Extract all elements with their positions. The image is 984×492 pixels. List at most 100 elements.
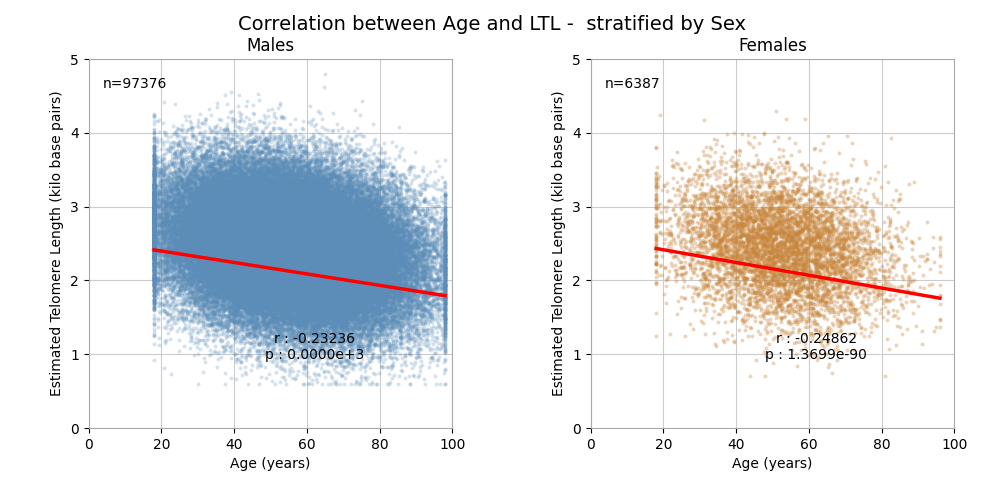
Point	[380, 221, 396, 229]
Point	[291, 232, 307, 240]
Point	[330, 275, 345, 282]
Point	[196, 242, 212, 249]
Point	[294, 235, 310, 243]
Point	[366, 328, 382, 336]
Point	[194, 286, 210, 294]
Point	[173, 261, 189, 269]
Point	[220, 219, 236, 227]
Point	[326, 238, 341, 246]
Point	[158, 187, 174, 195]
Point	[291, 200, 307, 208]
Point	[411, 302, 427, 310]
Point	[866, 293, 882, 301]
Point	[332, 215, 347, 223]
Point	[798, 319, 814, 327]
Point	[147, 233, 162, 241]
Point	[201, 216, 216, 224]
Point	[253, 252, 269, 260]
Point	[296, 248, 312, 256]
Point	[184, 196, 200, 204]
Point	[813, 261, 829, 269]
Point	[377, 162, 393, 170]
Point	[302, 275, 318, 282]
Point	[399, 304, 414, 311]
Point	[232, 292, 248, 300]
Point	[346, 325, 362, 333]
Point	[371, 293, 387, 301]
Point	[321, 285, 337, 293]
Point	[782, 251, 798, 259]
Point	[291, 243, 307, 250]
Point	[301, 243, 317, 251]
Point	[288, 225, 304, 233]
Point	[276, 219, 291, 227]
Point	[292, 218, 308, 226]
Point	[802, 206, 818, 214]
Point	[255, 191, 271, 199]
Point	[849, 230, 865, 238]
Point	[276, 263, 291, 271]
Point	[256, 246, 272, 254]
Point	[349, 252, 365, 260]
Point	[220, 255, 236, 263]
Point	[203, 255, 218, 263]
Point	[302, 258, 318, 266]
Point	[264, 245, 279, 252]
Point	[296, 300, 312, 308]
Point	[325, 262, 340, 270]
Point	[302, 224, 318, 232]
Point	[437, 292, 453, 300]
Point	[301, 201, 317, 209]
Point	[183, 280, 199, 288]
Point	[322, 253, 338, 261]
Point	[284, 158, 300, 166]
Point	[235, 332, 251, 339]
Point	[199, 230, 215, 238]
Point	[286, 216, 302, 224]
Point	[264, 302, 279, 310]
Point	[344, 299, 360, 307]
Point	[252, 243, 268, 251]
Point	[290, 252, 306, 260]
Point	[256, 291, 272, 299]
Point	[298, 284, 314, 292]
Point	[277, 268, 293, 276]
Point	[724, 186, 740, 194]
Point	[391, 294, 406, 302]
Point	[399, 262, 414, 270]
Point	[169, 141, 185, 149]
Point	[248, 286, 264, 294]
Point	[257, 295, 273, 303]
Point	[290, 252, 306, 260]
Point	[292, 315, 308, 323]
Point	[199, 211, 215, 219]
Point	[397, 195, 412, 203]
Point	[261, 306, 277, 313]
Point	[231, 261, 247, 269]
Point	[201, 241, 216, 248]
Point	[213, 247, 228, 255]
Point	[299, 281, 315, 289]
Point	[186, 311, 202, 319]
Point	[147, 167, 162, 175]
Point	[197, 151, 213, 159]
Point	[368, 268, 384, 276]
Point	[249, 157, 265, 165]
Point	[206, 275, 221, 282]
Point	[303, 239, 319, 246]
Point	[266, 294, 281, 302]
Point	[322, 248, 338, 256]
Point	[191, 250, 207, 258]
Point	[823, 215, 838, 222]
Point	[299, 307, 315, 314]
Point	[323, 271, 338, 278]
Point	[335, 197, 350, 205]
Point	[369, 271, 385, 278]
Point	[214, 255, 229, 263]
Point	[147, 181, 162, 189]
Point	[247, 209, 263, 216]
Point	[167, 251, 183, 259]
Point	[411, 238, 427, 246]
Point	[275, 208, 290, 215]
Point	[300, 160, 316, 168]
